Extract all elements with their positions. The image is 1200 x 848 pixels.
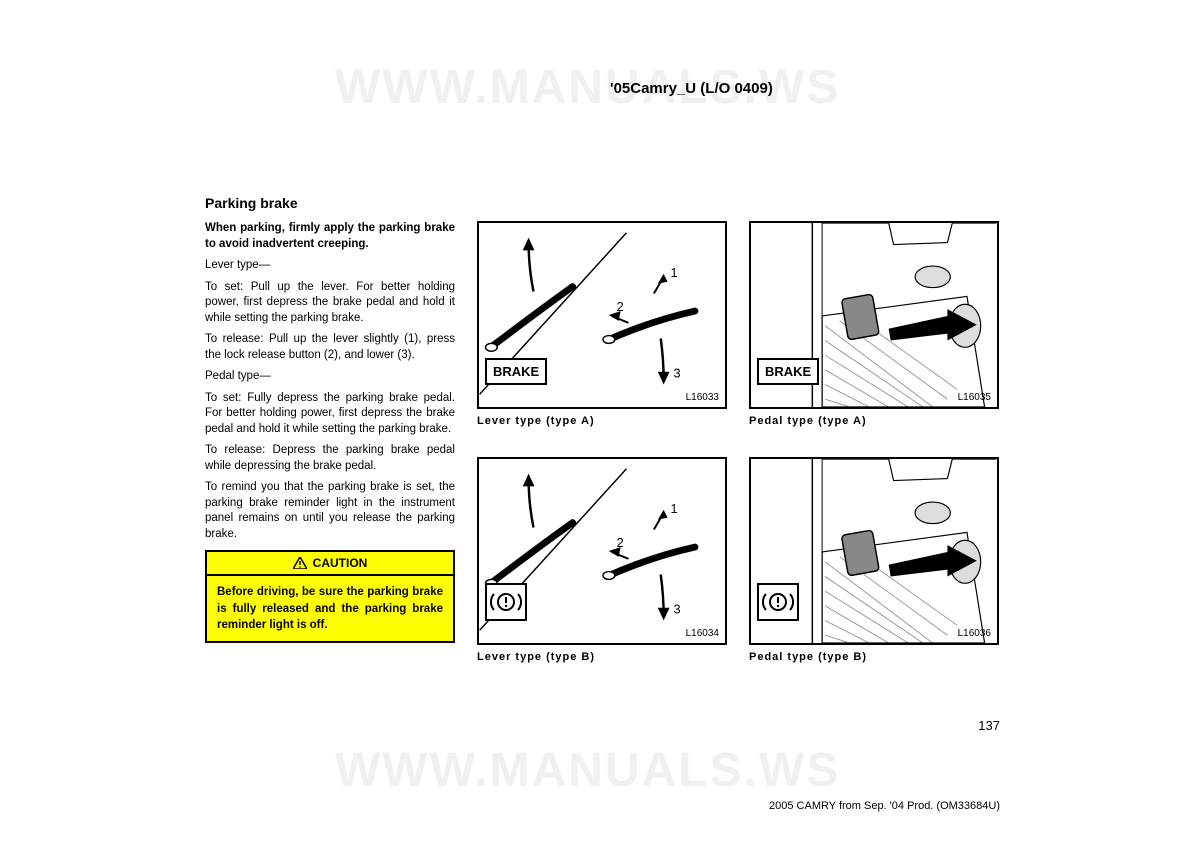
- page-content: Parking brake 1: [205, 195, 1000, 663]
- intro-text: When parking, firmly apply the parking b…: [205, 221, 455, 252]
- caution-box: CAUTION Before driving, be sure the park…: [205, 550, 455, 642]
- figure-cell-lever-b: 1 2 3 L16034: [477, 457, 727, 663]
- caution-header: CAUTION: [207, 552, 453, 576]
- figure-id: L16036: [958, 628, 991, 639]
- figures-grid: 1 2 3 BRAKE L16033 Lever type (type A): [205, 221, 1000, 663]
- pedal-set-text: To set: Fully depress the parking brake …: [205, 391, 455, 438]
- figure-id: L16034: [686, 628, 719, 639]
- lever-set-text: To set: Pull up the lever. For better ho…: [205, 280, 455, 327]
- figure-caption: Lever type (type B): [477, 651, 727, 663]
- brake-symbol-icon: [757, 583, 799, 621]
- figure-caption: Lever type (type A): [477, 415, 727, 427]
- section-title: Parking brake: [205, 195, 1000, 211]
- figure-id: L16033: [686, 392, 719, 403]
- num-2: 2: [617, 299, 624, 314]
- footer-text: 2005 CAMRY from Sep. '04 Prod. (OM33684U…: [769, 800, 1000, 812]
- pedal-release-text: To release: Depress the parking brake pe…: [205, 443, 455, 474]
- brake-symbol-icon: [485, 583, 527, 621]
- svg-text:3: 3: [673, 602, 680, 617]
- svg-text:2: 2: [617, 535, 624, 550]
- figure-cell-pedal-b: L16036 Pedal type (type B): [749, 457, 999, 663]
- warning-triangle-icon: [293, 557, 307, 569]
- figure-id: L16035: [958, 392, 991, 403]
- figure-pedal-b: L16036: [749, 457, 999, 645]
- figure-caption: Pedal type (type A): [749, 415, 999, 427]
- brake-text-label: BRAKE: [485, 358, 547, 385]
- figure-caption: Pedal type (type B): [749, 651, 999, 663]
- reminder-text: To remind you that the parking brake is …: [205, 480, 455, 542]
- header-code: '05Camry_U (L/O 0409): [610, 80, 773, 97]
- num-3: 3: [673, 366, 680, 381]
- num-1: 1: [671, 265, 678, 280]
- page-number: 137: [978, 718, 1000, 733]
- pedal-heading: Pedal type—: [205, 369, 455, 385]
- figure-cell-lever-a: 1 2 3 BRAKE L16033 Lever type (type A): [477, 221, 727, 427]
- brake-text-label: BRAKE: [757, 358, 819, 385]
- lever-release-text: To release: Pull up the lever slightly (…: [205, 332, 455, 363]
- lever-heading: Lever type—: [205, 258, 455, 274]
- figure-cell-pedal-a: BRAKE L16035 Pedal type (type A): [749, 221, 999, 427]
- figure-pedal-a: BRAKE L16035: [749, 221, 999, 409]
- caution-body: Before driving, be sure the parking brak…: [207, 576, 453, 640]
- text-column: When parking, firmly apply the parking b…: [205, 221, 455, 663]
- figure-lever-b: 1 2 3 L16034: [477, 457, 727, 645]
- watermark-bottom: WWW.MANUALS.WS: [335, 743, 840, 798]
- caution-title: CAUTION: [313, 555, 368, 571]
- svg-text:1: 1: [671, 501, 678, 516]
- figure-lever-a: 1 2 3 BRAKE L16033: [477, 221, 727, 409]
